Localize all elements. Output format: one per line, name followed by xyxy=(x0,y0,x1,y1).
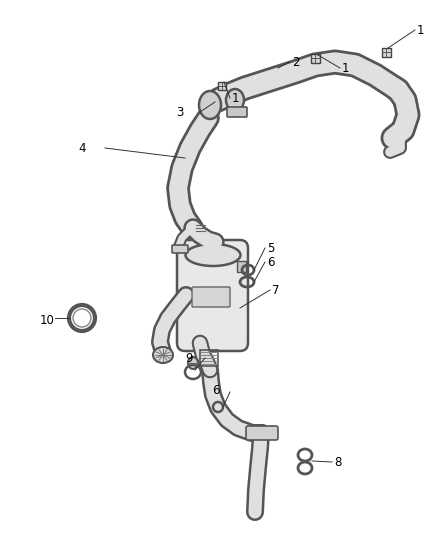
Text: 9: 9 xyxy=(185,351,192,365)
Ellipse shape xyxy=(186,244,240,266)
Text: 7: 7 xyxy=(272,284,279,296)
FancyBboxPatch shape xyxy=(246,426,278,440)
FancyBboxPatch shape xyxy=(172,245,188,253)
Text: 1: 1 xyxy=(417,23,424,36)
Text: 2: 2 xyxy=(292,55,300,69)
Text: 3: 3 xyxy=(176,106,184,118)
FancyBboxPatch shape xyxy=(311,53,319,62)
FancyBboxPatch shape xyxy=(219,83,226,90)
FancyBboxPatch shape xyxy=(192,287,230,307)
Text: 1: 1 xyxy=(232,92,240,104)
Ellipse shape xyxy=(199,91,221,119)
Text: 1: 1 xyxy=(342,61,350,75)
Text: 6: 6 xyxy=(267,255,275,269)
Text: 8: 8 xyxy=(334,456,341,469)
Text: 4: 4 xyxy=(78,141,85,155)
FancyBboxPatch shape xyxy=(227,107,247,117)
FancyBboxPatch shape xyxy=(237,262,247,272)
Text: 5: 5 xyxy=(267,241,274,254)
Ellipse shape xyxy=(188,357,198,369)
Text: 6: 6 xyxy=(212,384,219,397)
Ellipse shape xyxy=(153,347,173,363)
Ellipse shape xyxy=(226,89,244,111)
Text: 10: 10 xyxy=(40,313,55,327)
FancyBboxPatch shape xyxy=(381,47,391,56)
FancyBboxPatch shape xyxy=(177,240,248,351)
